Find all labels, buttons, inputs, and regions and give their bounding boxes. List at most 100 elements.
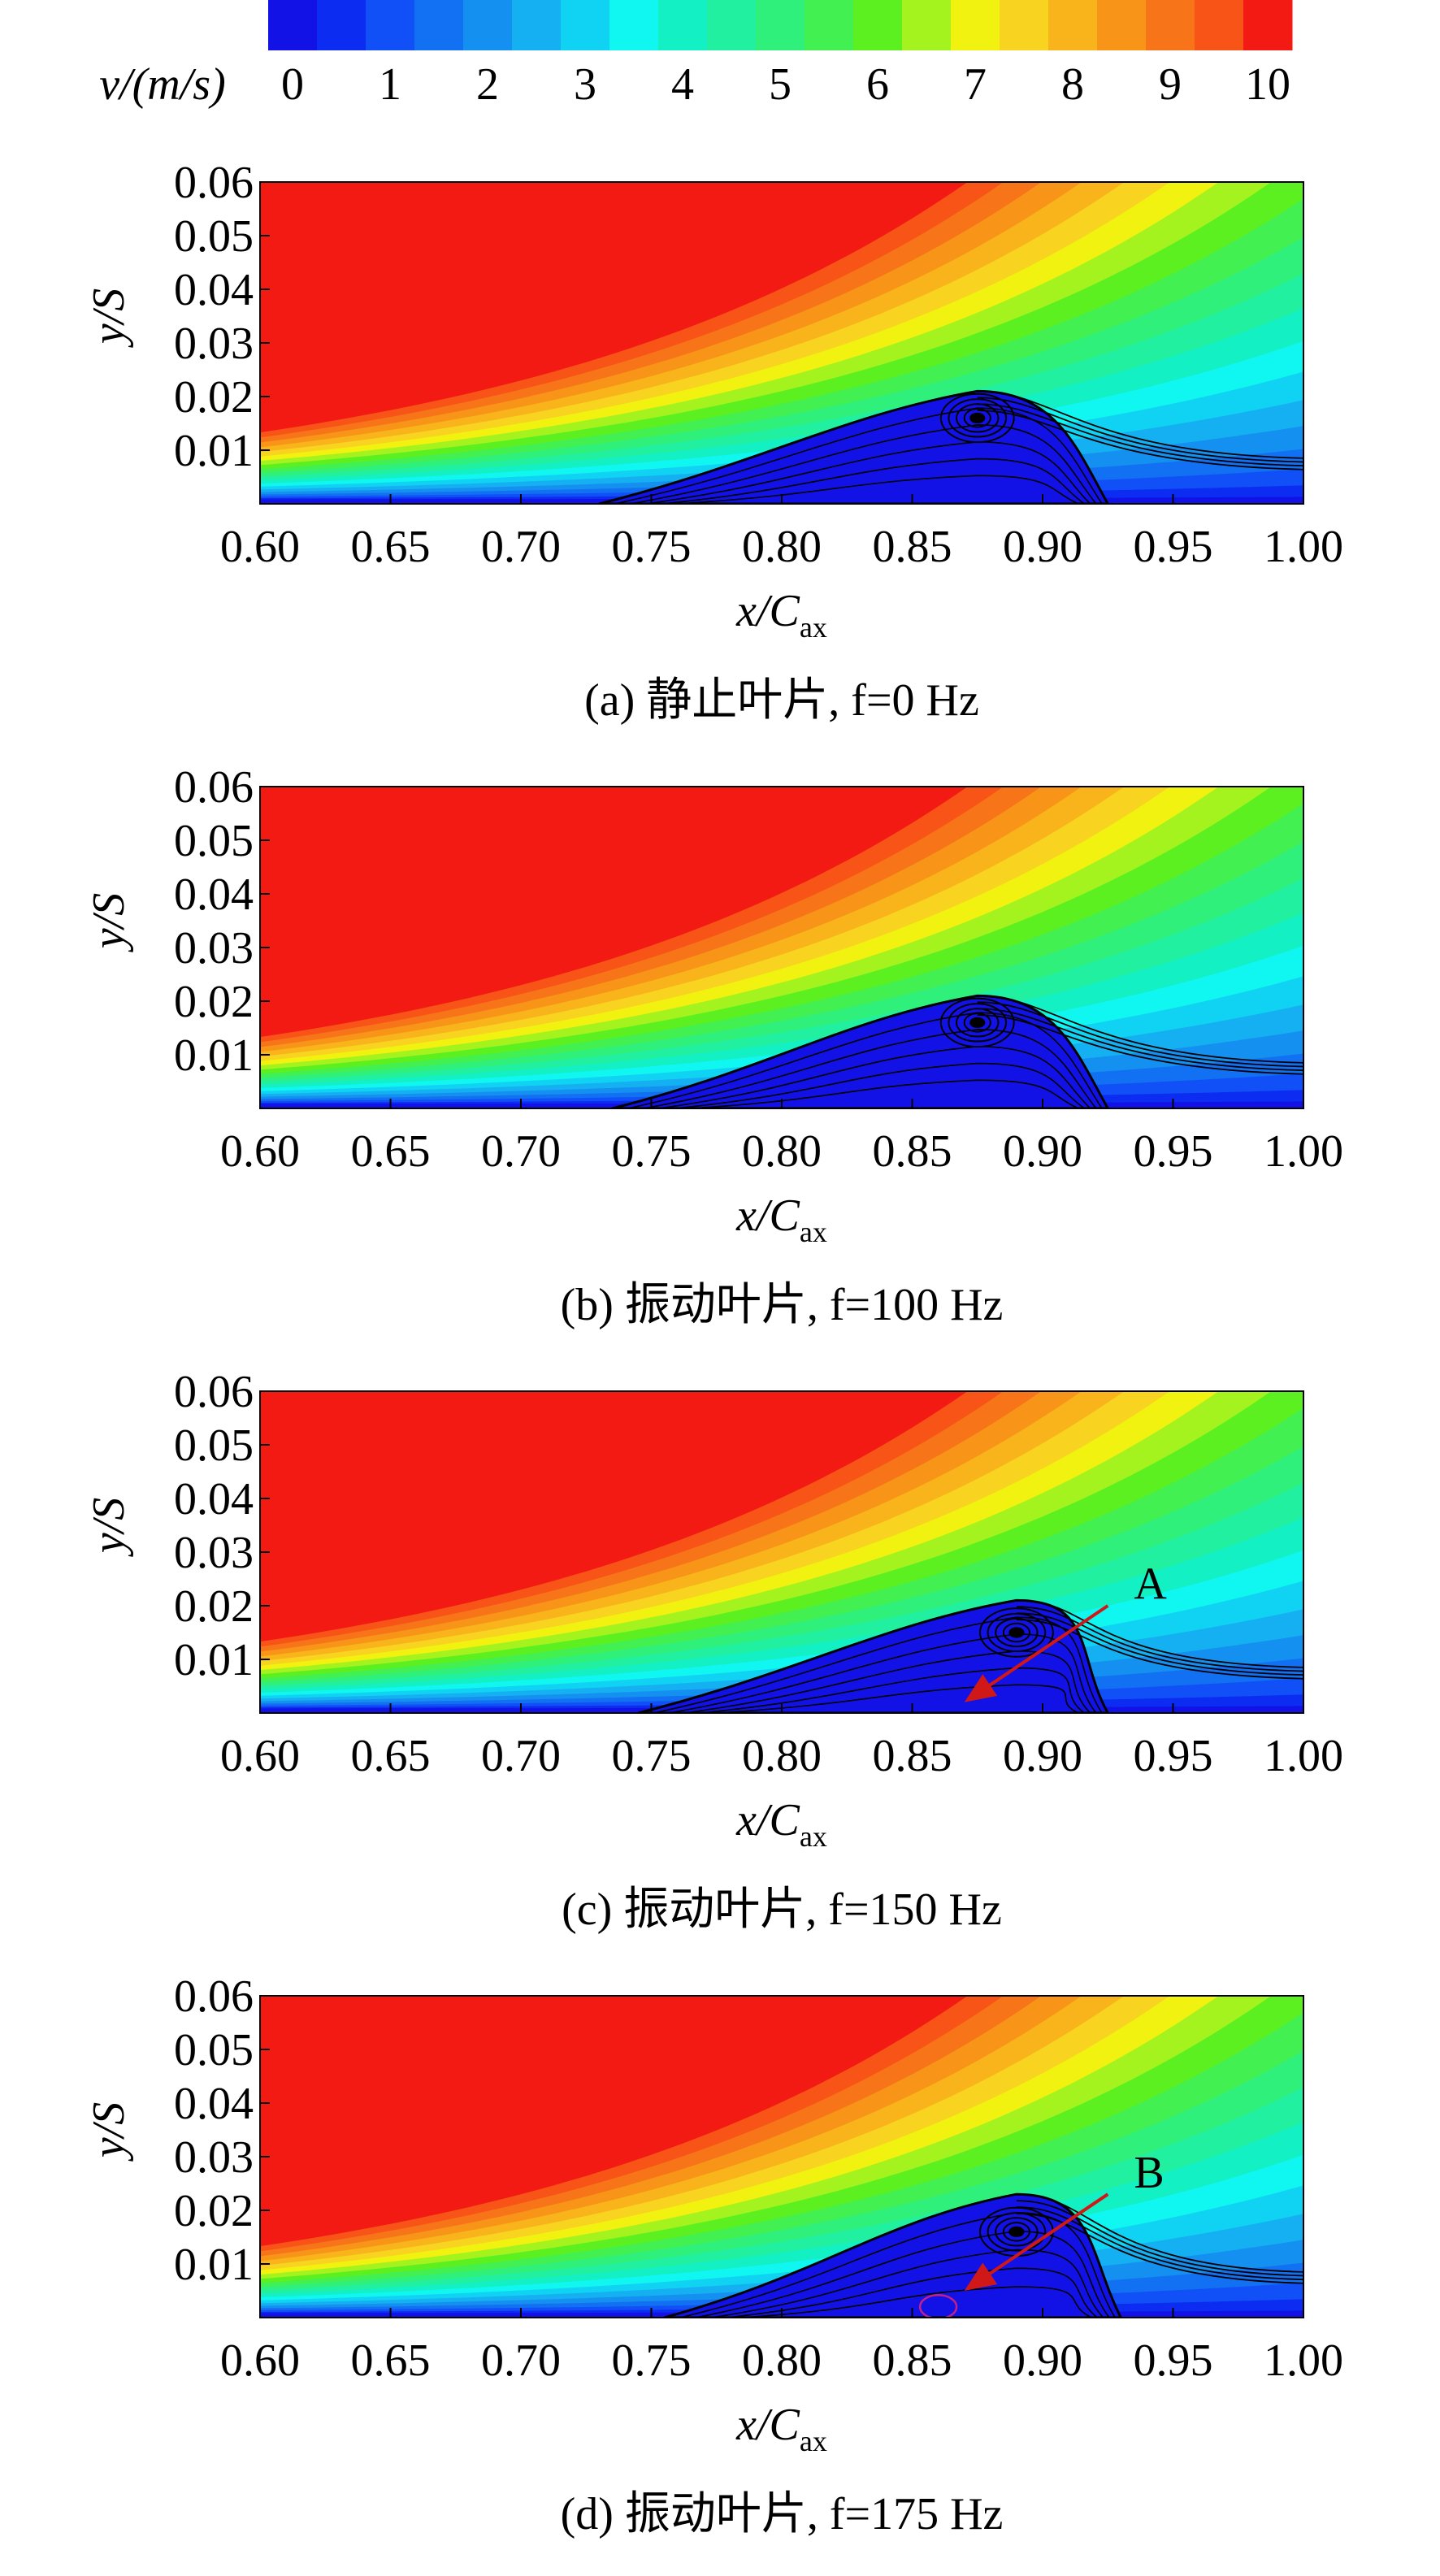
x-tick-label: 0.70 — [481, 522, 561, 572]
streamline — [977, 410, 1303, 471]
streamline — [695, 2230, 1110, 2318]
x-tick-label: 0.90 — [1003, 2335, 1082, 2386]
x-axis-label-main: x/C — [735, 586, 800, 636]
colorbar-cell — [609, 0, 659, 50]
x-axis-label: x/Cax — [735, 2400, 827, 2457]
streamline — [669, 1633, 1097, 1713]
x-axis-label: x/Cax — [735, 1795, 827, 1853]
annotation: A — [1134, 1559, 1167, 1610]
colorbar-tick-label: 5 — [769, 59, 792, 110]
x-tick-label: 0.85 — [873, 2335, 952, 2386]
annotation: B — [1134, 2148, 1164, 2198]
streamline — [977, 1014, 1303, 1075]
y-axis-label: y/S — [84, 288, 134, 348]
streamline — [685, 1650, 1091, 1713]
vortex-streamline — [939, 997, 1015, 1048]
streamline — [627, 1012, 1103, 1108]
x-tick-label: 0.95 — [1134, 1731, 1213, 1781]
colorbar-cell — [951, 0, 1000, 50]
vortex-streamline — [948, 398, 1008, 438]
colorbar-tick-label: 0 — [281, 59, 304, 110]
x-tick-label: 0.85 — [873, 1731, 952, 1781]
x-tick-label: 0.75 — [612, 1126, 692, 1177]
colorbar-tick-label: 1 — [379, 59, 401, 110]
x-axis-label: x/Cax — [735, 1190, 827, 1248]
x-tick-label: 0.75 — [612, 522, 692, 572]
streamline — [630, 424, 1097, 504]
vortex-core — [969, 1017, 986, 1028]
colorbar-tick-label: 6 — [866, 59, 889, 110]
y-axis-label: y/S — [84, 1498, 134, 1557]
colorbar-cell — [561, 0, 610, 50]
x-tick-label: 0.65 — [351, 2335, 431, 2386]
streamline — [977, 1008, 1303, 1072]
x-tick-label: 0.90 — [1003, 1126, 1082, 1177]
y-tick-label: 0.04 — [174, 2079, 254, 2129]
colorbar-tick-label: 2 — [476, 59, 499, 110]
x-tick-label: 0.80 — [742, 1731, 822, 1781]
y-tick-label: 0.05 — [174, 1420, 254, 1471]
colorbar-tick-label: 10 — [1245, 59, 1290, 110]
y-tick-label: 0.02 — [174, 372, 254, 423]
x-tick-label: 1.00 — [1264, 1731, 1343, 1781]
streamline — [677, 475, 1079, 504]
y-tick-label: 0.06 — [174, 762, 254, 813]
x-tick-label: 0.70 — [481, 1731, 561, 1781]
streamline — [674, 1062, 1085, 1108]
x-axis-label-main: x/C — [735, 2400, 800, 2450]
x-tick-label: 0.95 — [1134, 2335, 1213, 2386]
caption: (b) 振动叶片, f=100 Hz — [561, 1280, 1004, 1330]
y-tick-label: 0.03 — [174, 2132, 254, 2183]
contour-field — [260, 182, 1303, 504]
y-tick-label: 0.02 — [174, 977, 254, 1027]
y-tick-label: 0.04 — [174, 870, 254, 920]
annotation-arrow — [983, 1604, 1109, 1690]
vortex-streamline — [995, 2217, 1039, 2247]
y-tick-label: 0.01 — [174, 1030, 254, 1081]
x-tick-label: 0.75 — [612, 2335, 692, 2386]
colorbar-cell — [658, 0, 708, 50]
y-tick-label: 0.03 — [174, 923, 254, 974]
vortex-streamline — [1002, 1622, 1030, 1643]
vortex-streamline — [948, 1003, 1008, 1043]
colorbar-cell — [317, 0, 367, 50]
y-axis-label: y/S — [84, 893, 134, 952]
colorbar-tick-label: 7 — [964, 59, 987, 110]
x-tick-label: 1.00 — [1264, 1126, 1343, 1177]
colorbar-cell — [1000, 0, 1049, 50]
vortex-streamline — [963, 1013, 991, 1033]
streamline — [645, 440, 1091, 504]
colorbar-cell — [1146, 0, 1195, 50]
x-tick-label: 0.95 — [1134, 1126, 1213, 1177]
vortex-streamline — [963, 408, 991, 428]
y-tick-label: 0.06 — [174, 1367, 254, 1417]
y-tick-label: 0.04 — [174, 265, 254, 315]
y-tick-label: 0.06 — [174, 158, 254, 208]
x-tick-label: 0.60 — [220, 2335, 300, 2386]
annotation-arrowhead — [964, 1674, 998, 1702]
colorbar-tick-label: 9 — [1159, 59, 1182, 110]
caption: (a) 静止叶片, f=0 Hz — [584, 675, 979, 726]
x-axis-label-sub: ax — [800, 2425, 827, 2457]
streamline — [977, 397, 1303, 463]
colorbar-cell — [268, 0, 318, 50]
x-axis-label: x/Cax — [735, 586, 827, 644]
streamline — [661, 458, 1085, 504]
colorbar-cell — [902, 0, 952, 50]
y-tick-label: 0.03 — [174, 319, 254, 369]
x-tick-label: 0.90 — [1003, 522, 1082, 572]
x-tick-label: 0.60 — [220, 1126, 300, 1177]
colorbar-tick-label: 8 — [1061, 59, 1084, 110]
colorbar-label: v/(m/s) — [99, 59, 226, 110]
streamline — [659, 1045, 1091, 1108]
streamline — [1016, 1612, 1303, 1676]
streamline — [742, 2286, 1092, 2318]
streamline — [977, 403, 1303, 467]
y-tick-label: 0.05 — [174, 211, 254, 262]
y-tick-label: 0.01 — [174, 426, 254, 476]
streamline — [679, 2212, 1116, 2318]
contour-field — [260, 787, 1303, 1108]
colorbar-cell — [707, 0, 757, 50]
y-tick-label: 0.03 — [174, 1528, 254, 1578]
x-tick-label: 0.80 — [742, 1126, 822, 1177]
